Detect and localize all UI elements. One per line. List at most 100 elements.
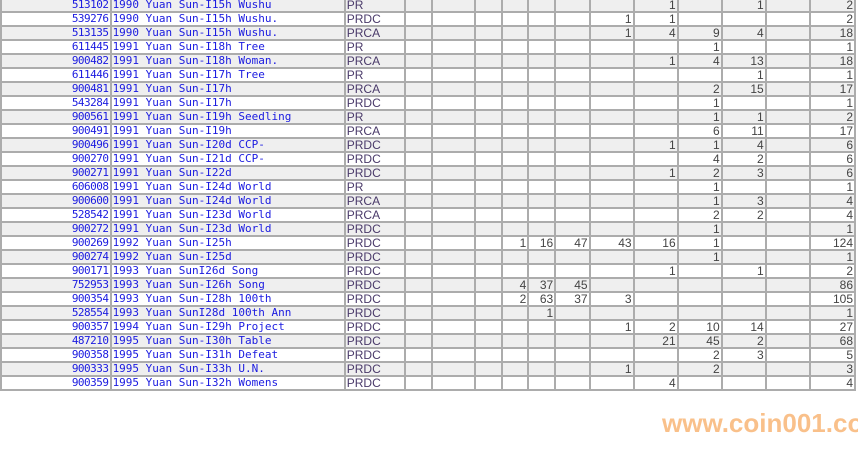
- grade-count-cell: [527, 11, 557, 27]
- coin-name-link[interactable]: 1991 Yuan Sun-I18h Tree: [109, 39, 346, 55]
- coin-id-link[interactable]: 528554: [0, 305, 112, 321]
- coin-id-link[interactable]: 900496: [0, 137, 112, 153]
- grade-count-cell: [403, 221, 433, 237]
- grade-count-cell: [764, 291, 811, 307]
- grade-count-cell: [554, 11, 591, 27]
- coin-name-link[interactable]: 1991 Yuan Sun-I23d World: [109, 221, 346, 237]
- grade-count-cell: 4: [720, 137, 767, 153]
- grade-count-cell: [554, 123, 591, 139]
- coin-name-link[interactable]: 1991 Yuan Sun-I22d: [109, 165, 346, 181]
- grade-count-cell: [403, 347, 433, 363]
- grade-count-cell: 1: [676, 193, 723, 209]
- coin-id-link[interactable]: 900491: [0, 123, 112, 139]
- coin-id-link[interactable]: 900600: [0, 193, 112, 209]
- coin-id-link[interactable]: 900274: [0, 249, 112, 265]
- grade-count-cell: [500, 207, 530, 223]
- grade-count-cell: 16: [632, 235, 679, 251]
- coin-name-link[interactable]: 1991 Yuan Sun-I17h: [109, 81, 346, 97]
- coin-id-link[interactable]: 611446: [0, 67, 112, 83]
- coin-name-link[interactable]: 1995 Yuan Sun-I33h U.N.: [109, 361, 346, 377]
- coin-name-link[interactable]: 1991 Yuan Sun-I19h: [109, 123, 346, 139]
- coin-id-link[interactable]: 528542: [0, 207, 112, 223]
- coin-id-link[interactable]: 900333: [0, 361, 112, 377]
- grade-count-cell: [527, 137, 557, 153]
- coin-name-link[interactable]: 1991 Yuan Sun-I23d World: [109, 207, 346, 223]
- coin-id-link[interactable]: 900269: [0, 235, 112, 251]
- coin-name-link[interactable]: 1993 Yuan Sun-I28h 100th: [109, 291, 346, 307]
- grade-count-cell: [676, 263, 723, 279]
- coin-name-link[interactable]: 1991 Yuan Sun-I24d World: [109, 193, 346, 209]
- table-row: 900600 1991 Yuan Sun-I24d World PRCA 1 3 4: [0, 193, 857, 209]
- coin-id-link[interactable]: 900481: [0, 81, 112, 97]
- coin-id-link[interactable]: 513135: [0, 25, 112, 41]
- grade-count-cell: [764, 0, 811, 13]
- coin-id-link[interactable]: 900271: [0, 165, 112, 181]
- grade-count-cell: [554, 207, 591, 223]
- coin-name-link[interactable]: 1995 Yuan Sun-I31h Defeat: [109, 347, 346, 363]
- grade-count-cell: [403, 95, 433, 111]
- grade-count-cell: [403, 179, 433, 195]
- coin-id-link[interactable]: 900171: [0, 263, 112, 279]
- grade-count-cell: [720, 235, 767, 251]
- grade-count-cell: [430, 305, 476, 321]
- table-row: 900359 1995 Yuan Sun-I32h Womens PRDC 4 4: [0, 375, 857, 391]
- coin-name-link[interactable]: 1993 Yuan SunI28d 100th Ann: [109, 305, 346, 321]
- coin-id-link[interactable]: 900354: [0, 291, 112, 307]
- grade-count-cell: [430, 263, 476, 279]
- coin-id-link[interactable]: 900272: [0, 221, 112, 237]
- coin-name-link[interactable]: 1990 Yuan Sun-I15h Wushu.: [109, 11, 346, 27]
- grade-count-cell: [473, 67, 503, 83]
- coin-name-link[interactable]: 1991 Yuan Sun-I17h: [109, 95, 346, 111]
- grade-type: PRDC: [343, 95, 406, 111]
- coin-id-link[interactable]: 900561: [0, 109, 112, 125]
- grade-count-cell: [554, 221, 591, 237]
- coin-id-link[interactable]: 752953: [0, 277, 112, 293]
- coin-id-link[interactable]: 543284: [0, 95, 112, 111]
- grade-count-cell: [473, 305, 503, 321]
- grade-type: PRDC: [343, 137, 406, 153]
- grade-count-cell: [764, 25, 811, 41]
- grade-count-cell: [500, 81, 530, 97]
- coin-id-link[interactable]: 513102: [0, 0, 112, 13]
- grade-count-cell: [403, 123, 433, 139]
- grade-count-cell: [527, 151, 557, 167]
- coin-name-link[interactable]: 1991 Yuan Sun-I17h Tree: [109, 67, 346, 83]
- grade-type: PRDC: [343, 277, 406, 293]
- coin-id-link[interactable]: 900357: [0, 319, 112, 335]
- coin-id-link[interactable]: 900270: [0, 151, 112, 167]
- coin-name-link[interactable]: 1995 Yuan Sun-I30h Table: [109, 333, 346, 349]
- coin-name-link[interactable]: 1993 Yuan Sun-I26h Song: [109, 277, 346, 293]
- coin-name-link[interactable]: 1994 Yuan Sun-I29h Project: [109, 319, 346, 335]
- grade-count-cell: [764, 347, 811, 363]
- coin-id-link[interactable]: 900482: [0, 53, 112, 69]
- coin-name-link[interactable]: 1991 Yuan Sun-I21d CCP-: [109, 151, 346, 167]
- coin-name-link[interactable]: 1991 Yuan Sun-I18h Woman.: [109, 53, 346, 69]
- grade-count-cell: [554, 179, 591, 195]
- coin-name-link[interactable]: 1991 Yuan Sun-I20d CCP-: [109, 137, 346, 153]
- grade-count-cell: [403, 291, 433, 307]
- coin-name-link[interactable]: 1990 Yuan Sun-I15h Wushu: [109, 0, 346, 13]
- grade-count-cell: [430, 179, 476, 195]
- grade-count-cell: [403, 361, 433, 377]
- coin-id-link[interactable]: 900359: [0, 375, 112, 391]
- coin-id-link[interactable]: 611445: [0, 39, 112, 55]
- coin-id-link[interactable]: 487210: [0, 333, 112, 349]
- grade-count-cell: [764, 11, 811, 27]
- table-row: 752953 1993 Yuan Sun-I26h Song PRDC 4 37 45 86: [0, 277, 857, 293]
- coin-name-link[interactable]: 1990 Yuan Sun-I15h Wushu.: [109, 25, 346, 41]
- coin-name-link[interactable]: 1992 Yuan Sun-I25d: [109, 249, 346, 265]
- coin-name-link[interactable]: 1991 Yuan Sun-I19h Seedling: [109, 109, 346, 125]
- coin-id-link[interactable]: 539276: [0, 11, 112, 27]
- grade-count-cell: [473, 347, 503, 363]
- coin-id-link[interactable]: 900358: [0, 347, 112, 363]
- grade-count-cell: [473, 123, 503, 139]
- grade-count-cell: [500, 375, 530, 391]
- grade-count-cell: [527, 25, 557, 41]
- coin-name-link[interactable]: 1992 Yuan Sun-I25h: [109, 235, 346, 251]
- coin-name-link[interactable]: 1993 Yuan SunI26d Song: [109, 263, 346, 279]
- grade-count-cell: [403, 375, 433, 391]
- grade-count-cell: 4: [720, 25, 767, 41]
- coin-name-link[interactable]: 1991 Yuan Sun-I24d World: [109, 179, 346, 195]
- coin-name-link[interactable]: 1995 Yuan Sun-I32h Womens: [109, 375, 346, 391]
- coin-id-link[interactable]: 606008: [0, 179, 112, 195]
